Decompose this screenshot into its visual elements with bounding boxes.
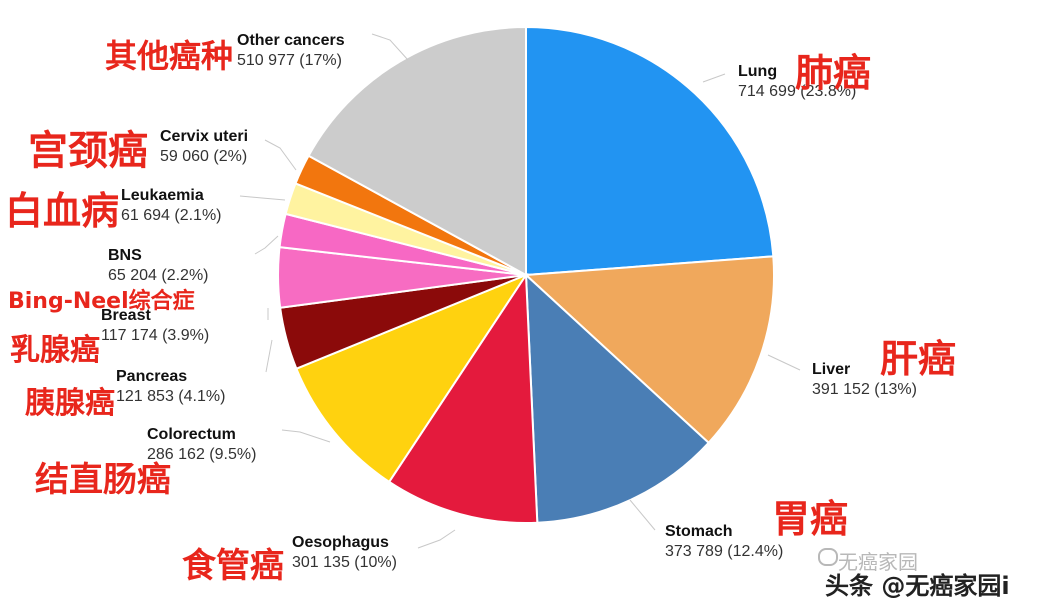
- slice-name: Pancreas: [116, 368, 188, 385]
- leader-line: [629, 499, 656, 531]
- leader-line: [264, 139, 297, 171]
- slice-cn-annotation: 胰腺癌: [25, 386, 115, 421]
- leader-line: [371, 33, 409, 61]
- leader-line: [281, 429, 331, 443]
- slice-cn-annotation: 结直肠癌: [35, 460, 171, 500]
- slice-cn-annotation: 肺癌: [795, 51, 872, 95]
- slice-cn-annotation: 宫颈癌: [28, 128, 148, 174]
- slice-value: 510 977 (17%): [237, 52, 342, 69]
- watermark-line2: 头条 @无癌家园i: [825, 572, 1010, 600]
- slice-name: Colorectum: [147, 426, 236, 443]
- wechat-icon: [818, 548, 838, 566]
- slice-cn-annotation: 其他癌种: [105, 37, 234, 75]
- leader-line: [767, 354, 801, 371]
- slice-label: Breast 117 174 (3.9%): [101, 306, 209, 346]
- slice-value: 301 135 (10%): [292, 554, 397, 571]
- slice-cn-annotation: Bing-Neel综合症: [8, 289, 195, 314]
- slice-name: Leukaemia: [121, 187, 204, 204]
- slice-name: Oesophagus: [292, 534, 389, 551]
- slice-value: 65 204 (2.2%): [108, 267, 209, 284]
- slice-value: 121 853 (4.1%): [116, 388, 226, 405]
- pie-slice-other-cancers: [307, 25, 527, 277]
- slice-name: Cervix uteri: [160, 128, 249, 145]
- slice-value: 59 060 (2%): [160, 148, 248, 165]
- slice-value: 373 789 (12.4%): [665, 543, 784, 560]
- slice-label: Leukaemia 61 694 (2.1%): [121, 186, 222, 226]
- slice-label: Cervix uteri 59 060 (2%): [160, 127, 248, 167]
- slice-label: BNS 65 204 (2.2%): [108, 246, 209, 286]
- slice-name: BNS: [108, 247, 142, 264]
- pie-slice-stomach: [524, 272, 711, 524]
- slice-cn-annotation: 肝癌: [880, 337, 957, 381]
- slice-cn-annotation: 乳腺癌: [10, 333, 100, 368]
- leader-line: [702, 73, 726, 83]
- slice-cn-annotation: 食管癌: [182, 546, 284, 586]
- slice-name: Lung: [738, 63, 778, 80]
- slice-label: Oesophagus 301 135 (10%): [292, 533, 397, 573]
- pie-slice-oesophagus: [387, 271, 539, 524]
- pie-slice-colorectum: [295, 272, 529, 484]
- slice-name: Liver: [812, 361, 851, 378]
- slice-name: Breast: [101, 307, 151, 324]
- leader-line: [239, 195, 286, 201]
- leader-line: [265, 339, 273, 373]
- slice-cn-annotation: 白血病: [5, 189, 120, 233]
- slice-label: Colorectum 286 162 (9.5%): [147, 425, 256, 465]
- leader-line: [254, 235, 279, 255]
- slice-value: 286 162 (9.5%): [147, 446, 257, 463]
- pie-slice-liver: [523, 255, 775, 445]
- slice-value: 714 699 (23.8%): [738, 83, 857, 100]
- pie-slice-lung: [525, 25, 775, 277]
- watermark-line1: 无癌家园: [838, 550, 918, 574]
- slice-label: Stomach 373 789 (12.4%): [665, 522, 783, 562]
- slice-label: Pancreas 121 853 (4.1%): [116, 367, 225, 407]
- slice-label: Lung 714 699 (23.8%): [738, 62, 856, 102]
- slice-label: Other cancers 510 977 (17%): [237, 31, 345, 71]
- slice-value: 117 174 (3.9%): [101, 327, 210, 344]
- slice-value: 61 694 (2.1%): [121, 207, 222, 224]
- slice-label: Liver 391 152 (13%): [812, 360, 917, 400]
- slice-name: Stomach: [665, 523, 733, 540]
- leader-line: [417, 529, 456, 549]
- slice-value: 391 152 (13%): [812, 381, 917, 398]
- slice-name: Other cancers: [237, 32, 345, 49]
- slice-cn-annotation: 胃癌: [772, 497, 849, 541]
